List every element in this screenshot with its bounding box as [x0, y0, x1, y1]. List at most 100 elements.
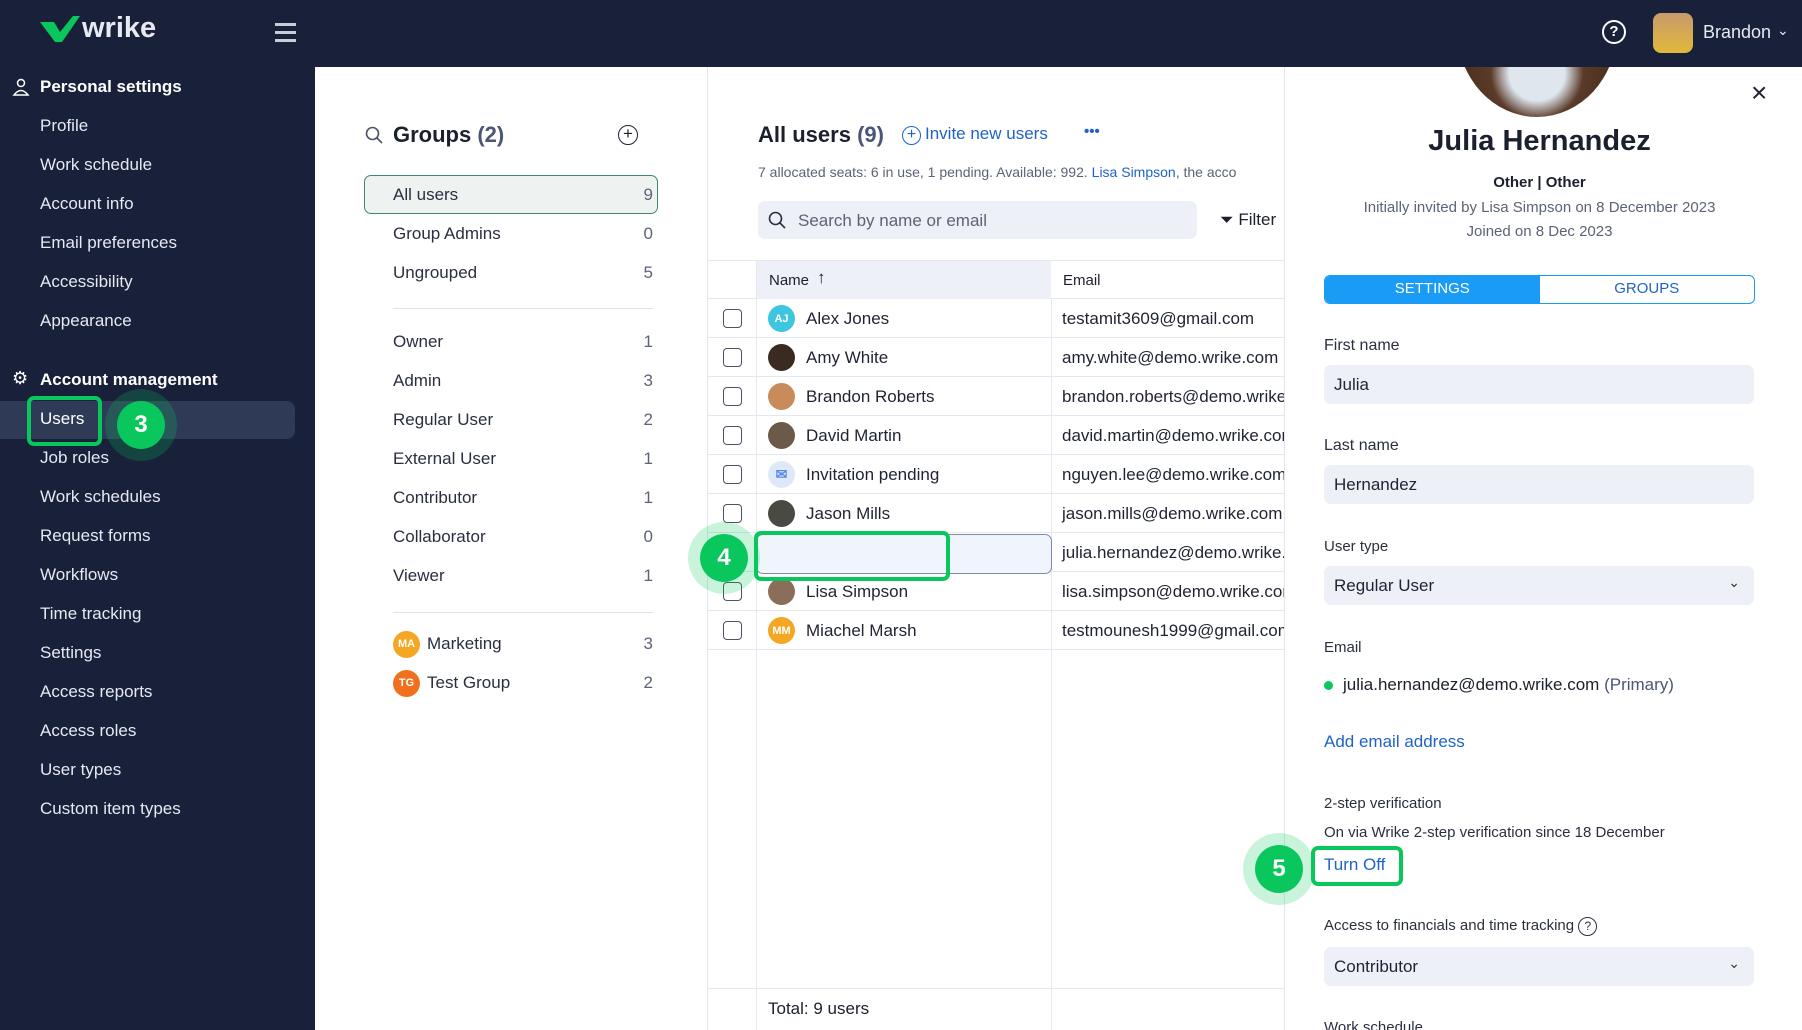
- step-4-highlight: [754, 531, 950, 581]
- first-name-label: First name: [1324, 337, 1400, 354]
- sidebar-item-work-schedules[interactable]: Work schedules: [40, 487, 161, 506]
- search-input[interactable]: Search by name or email: [758, 201, 1197, 239]
- access-select[interactable]: Contributor ⌄: [1324, 947, 1754, 986]
- sidebar-item-settings[interactable]: Settings: [40, 643, 102, 662]
- sidebar-item-appearance[interactable]: Appearance: [40, 311, 132, 330]
- user-name[interactable]: Lisa Simpson: [806, 582, 909, 601]
- help-icon[interactable]: ?: [1578, 917, 1598, 936]
- first-name-field[interactable]: Julia: [1324, 365, 1754, 404]
- verified-dot-icon: [1324, 681, 1333, 690]
- help-icon[interactable]: ?: [1602, 20, 1626, 44]
- group-owner[interactable]: Owner 1: [393, 332, 653, 351]
- user-name[interactable]: Jason Mills: [806, 504, 891, 523]
- row-checkbox[interactable]: [723, 348, 742, 367]
- table-row[interactable]: MM Miachel Marsh testmounesh1999@gmail.c…: [708, 611, 1284, 650]
- user-email: testmounesh1999@gmail.com: [1062, 621, 1284, 640]
- email-column-header[interactable]: Email: [1063, 272, 1101, 289]
- sidebar-item-profile[interactable]: Profile: [40, 116, 89, 135]
- user-details-panel: × Julia Hernandez Other | Other Initiall…: [1284, 67, 1802, 1030]
- sidebar-item-email-preferences[interactable]: Email preferences: [40, 233, 178, 252]
- sidebar-item-account-info[interactable]: Account info: [40, 194, 134, 213]
- two-step-label: 2-step verification: [1324, 795, 1442, 812]
- sidebar-item-access-reports[interactable]: Access reports: [40, 682, 153, 701]
- hamburger-icon[interactable]: [275, 23, 296, 42]
- sidebar-item-accessibility[interactable]: Accessibility: [40, 272, 133, 291]
- user-type-select[interactable]: Regular User ⌄: [1324, 566, 1754, 605]
- group-admin[interactable]: Admin 3: [393, 371, 653, 390]
- user-email: testamit3609@gmail.com: [1062, 309, 1255, 328]
- sidebar-item-custom-item-types[interactable]: Custom item types: [40, 799, 181, 818]
- user-name[interactable]: Brandon Roberts: [806, 387, 935, 406]
- group-all-users[interactable]: All users 9: [393, 185, 653, 204]
- add-email-address-link[interactable]: Add email address: [1324, 732, 1465, 751]
- group-marketing[interactable]: MA Marketing 3: [393, 631, 653, 658]
- sidebar-item-access-roles[interactable]: Access roles: [40, 721, 137, 740]
- filter-button[interactable]: ⏷ Filter: [1220, 210, 1277, 229]
- row-checkbox[interactable]: [723, 582, 742, 601]
- wrike-logo-icon: [40, 16, 80, 42]
- user-name[interactable]: Brandon: [1703, 22, 1772, 42]
- tab-groups[interactable]: GROUPS: [1614, 280, 1680, 297]
- chevron-down-icon[interactable]: ⌄: [1777, 22, 1789, 38]
- table-row[interactable]: Lisa Simpson lisa.simpson@demo.wrike.com: [708, 572, 1284, 611]
- panel-subtitle: Other | Other: [1493, 174, 1586, 191]
- tab-settings[interactable]: SETTINGS: [1325, 276, 1540, 303]
- more-options-icon[interactable]: •••: [1084, 123, 1100, 140]
- search-icon[interactable]: [365, 126, 383, 144]
- wrike-logo: wrike: [82, 12, 157, 44]
- user-email: brandon.roberts@demo.wrike.com: [1062, 387, 1284, 406]
- group-ungrouped[interactable]: Ungrouped 5: [393, 263, 653, 282]
- row-checkbox[interactable]: [723, 621, 742, 640]
- group-external-user[interactable]: External User 1: [393, 449, 653, 468]
- sidebar-item-request-forms[interactable]: Request forms: [40, 526, 151, 545]
- sidebar-item-user-types[interactable]: User types: [40, 760, 122, 779]
- sidebar-item-job-roles[interactable]: Job roles: [40, 448, 109, 467]
- panel-user-name: Julia Hernandez: [1428, 125, 1651, 157]
- user-email: lisa.simpson@demo.wrike.com: [1062, 582, 1284, 601]
- total-users: Total: 9 users: [768, 999, 870, 1018]
- group-regular-user[interactable]: Regular User 2: [393, 410, 653, 429]
- sidebar-item-users[interactable]: Users: [40, 409, 85, 428]
- table-header: Name ↑ Email: [708, 260, 1284, 299]
- user-name[interactable]: Miachel Marsh: [806, 621, 917, 640]
- group-group-admins[interactable]: Group Admins 0: [393, 224, 653, 243]
- group-collaborator[interactable]: Collaborator 0: [393, 527, 653, 546]
- table-row[interactable]: AJ Alex Jones testamit3609@gmail.com: [708, 299, 1284, 338]
- user-name[interactable]: Invitation pending: [806, 465, 940, 484]
- table-row[interactable]: ✉ Invitation pending nguyen.lee@demo.wri…: [708, 455, 1284, 494]
- user-avatar: [768, 500, 795, 527]
- user-name[interactable]: Alex Jones: [806, 309, 890, 328]
- table-row[interactable]: Brandon Roberts brandon.roberts@demo.wri…: [708, 377, 1284, 416]
- close-icon[interactable]: ×: [1751, 77, 1768, 108]
- table-row[interactable]: Jason Mills jason.mills@demo.wrike.com: [708, 494, 1284, 533]
- user-name[interactable]: Amy White: [806, 348, 889, 367]
- user-email: amy.white@demo.wrike.com: [1062, 348, 1279, 367]
- column-divider: [756, 299, 757, 1030]
- last-name-field[interactable]: Hernandez: [1324, 465, 1754, 504]
- user-email: david.martin@demo.wrike.com: [1062, 426, 1284, 445]
- name-column-header[interactable]: Name ↑: [756, 261, 1051, 299]
- row-checkbox[interactable]: [723, 426, 742, 445]
- group-test-group[interactable]: TG Test Group 2: [393, 670, 653, 697]
- all-users-selected: [364, 175, 658, 214]
- user-avatar: ✉: [768, 461, 795, 488]
- table-row[interactable]: Amy White amy.white@demo.wrike.com: [708, 338, 1284, 377]
- add-group-icon[interactable]: +: [618, 125, 638, 145]
- user-name[interactable]: David Martin: [806, 426, 902, 445]
- sidebar-item-time-tracking[interactable]: Time tracking: [40, 604, 142, 623]
- row-checkbox[interactable]: [723, 309, 742, 328]
- group-viewer[interactable]: Viewer 1: [393, 566, 653, 585]
- user-email: nguyen.lee@demo.wrike.com: [1062, 465, 1284, 484]
- row-checkbox[interactable]: [723, 387, 742, 406]
- turn-off-link[interactable]: Turn Off: [1324, 855, 1386, 874]
- row-checkbox[interactable]: [723, 465, 742, 484]
- sidebar-item-workflows[interactable]: Workflows: [40, 565, 119, 584]
- invite-new-users-button[interactable]: + Invite new users: [902, 124, 1048, 145]
- user-avatar[interactable]: [1653, 13, 1693, 53]
- sidebar-item-work-schedule[interactable]: Work schedule: [40, 155, 153, 174]
- table-row[interactable]: David Martin david.martin@demo.wrike.com: [708, 416, 1284, 455]
- row-checkbox[interactable]: [723, 504, 742, 523]
- account-management-header: Account management: [40, 370, 218, 389]
- lisa-simpson-link[interactable]: Lisa Simpson: [1091, 164, 1176, 180]
- group-contributor[interactable]: Contributor 1: [393, 488, 653, 507]
